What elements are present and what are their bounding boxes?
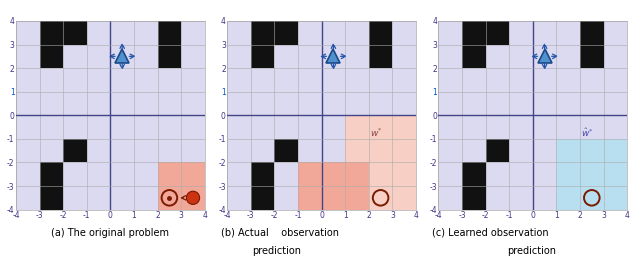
Bar bbox=[462, 186, 486, 210]
Bar bbox=[157, 45, 181, 68]
Bar bbox=[556, 162, 580, 186]
Bar bbox=[63, 139, 87, 162]
Bar bbox=[40, 162, 63, 186]
Bar bbox=[369, 45, 392, 68]
Bar bbox=[369, 21, 392, 45]
Bar bbox=[486, 139, 509, 162]
Bar bbox=[251, 45, 275, 68]
Text: (b) Actual    observation: (b) Actual observation bbox=[221, 228, 339, 238]
Bar bbox=[392, 162, 416, 186]
Bar bbox=[345, 162, 369, 186]
Bar bbox=[157, 186, 181, 210]
Bar bbox=[369, 162, 392, 186]
Bar bbox=[556, 186, 580, 210]
Bar bbox=[345, 115, 369, 139]
Text: (c) Learned observation: (c) Learned observation bbox=[432, 228, 548, 238]
Bar bbox=[462, 162, 486, 186]
Bar bbox=[345, 186, 369, 210]
Bar bbox=[556, 139, 580, 162]
Bar bbox=[321, 186, 345, 210]
Bar bbox=[392, 139, 416, 162]
Bar bbox=[40, 21, 63, 45]
Bar bbox=[321, 162, 345, 186]
Bar bbox=[486, 21, 509, 45]
Bar bbox=[157, 162, 181, 186]
Bar bbox=[251, 21, 275, 45]
Text: prediction: prediction bbox=[252, 246, 301, 256]
Bar bbox=[345, 139, 369, 162]
Bar bbox=[392, 186, 416, 210]
Text: (a) The original problem: (a) The original problem bbox=[51, 228, 169, 238]
Bar bbox=[580, 45, 604, 68]
Bar bbox=[181, 186, 205, 210]
Text: prediction: prediction bbox=[507, 246, 556, 256]
Bar bbox=[369, 186, 392, 210]
Bar bbox=[157, 21, 181, 45]
Bar bbox=[580, 186, 604, 210]
Bar bbox=[580, 162, 604, 186]
Bar bbox=[604, 162, 627, 186]
Bar bbox=[369, 115, 392, 139]
Bar bbox=[580, 21, 604, 45]
Bar bbox=[63, 21, 87, 45]
Bar bbox=[345, 186, 369, 210]
Bar bbox=[345, 162, 369, 186]
Bar bbox=[40, 45, 63, 68]
Bar bbox=[298, 186, 322, 210]
Bar bbox=[40, 186, 63, 210]
Bar bbox=[251, 162, 275, 186]
Text: $\hat{w}^{*}$: $\hat{w}^{*}$ bbox=[581, 126, 594, 139]
Bar bbox=[251, 186, 275, 210]
Bar bbox=[604, 186, 627, 210]
Bar bbox=[604, 139, 627, 162]
Bar bbox=[392, 115, 416, 139]
Bar bbox=[275, 139, 298, 162]
Circle shape bbox=[186, 191, 200, 204]
Bar bbox=[462, 21, 486, 45]
Bar bbox=[580, 139, 604, 162]
Bar bbox=[181, 162, 205, 186]
Bar bbox=[462, 45, 486, 68]
Bar bbox=[275, 21, 298, 45]
Bar bbox=[298, 162, 322, 186]
Bar bbox=[369, 139, 392, 162]
Text: $w^{*}$: $w^{*}$ bbox=[370, 126, 383, 139]
